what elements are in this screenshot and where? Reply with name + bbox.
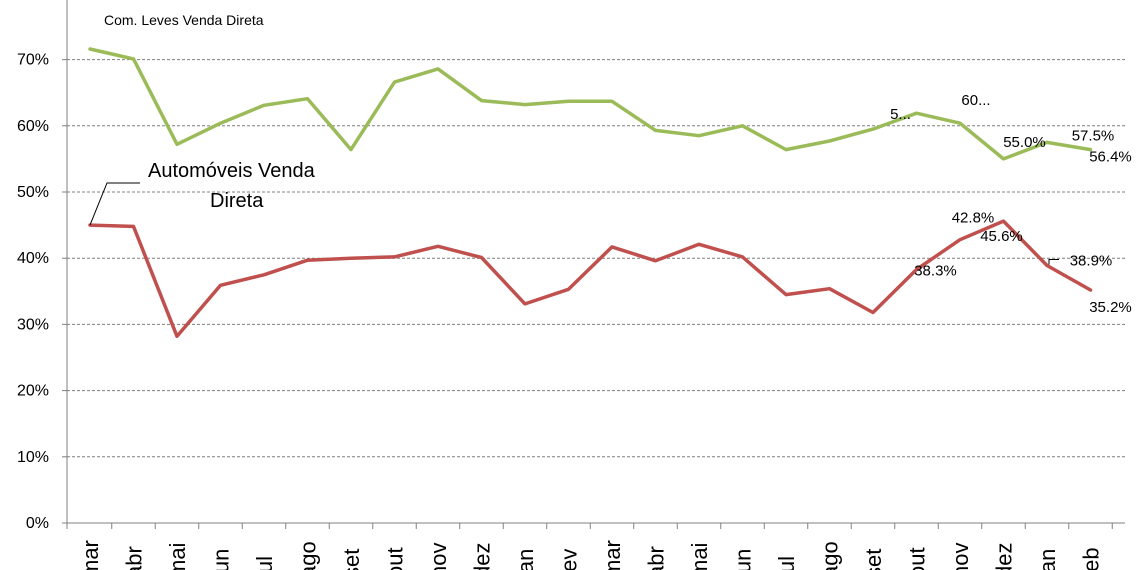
y-tick-label: 50% [17,184,49,201]
data-label: 55.0% [1003,134,1046,151]
data-label: 38.9% [1070,252,1113,269]
y-tick-label: 30% [17,316,49,333]
series-label-com-leves: Com. Leves Venda Direta [104,12,264,28]
x-tick-label: out [905,547,930,570]
series-line-1 [88,219,1093,339]
x-tick-label: jun [731,549,756,570]
x-tick-label: set [861,549,886,570]
x-tick-label: mai [165,543,190,570]
x-tick-label: mar [78,540,103,570]
x-tick-label: abr [122,546,147,570]
x-tick-label: nov [948,543,973,570]
x-tick-label: mar [600,540,625,570]
series-line-0 [88,47,1093,161]
data-label: 38.3% [914,262,957,279]
data-label: 35.2% [1089,299,1132,316]
series-label-leader [89,182,140,226]
x-tick-label: out [383,547,408,570]
x-tick-label: ago [296,541,321,570]
data-label: 42.8% [952,210,995,227]
data-label: 57.5% [1072,127,1115,144]
x-tick-label: jun [209,549,234,570]
x-tick-label: jul [774,556,799,570]
x-tick-label: set [339,549,364,570]
x-tick-label: ago [818,541,843,570]
data-label-leader [1048,258,1059,265]
series-label-automoveis-line1: Automóveis Venda [148,160,316,182]
y-tick-label: 60% [17,118,49,135]
x-tick-label: fev [557,549,582,570]
y-tick-label: 70% [17,52,49,69]
x-tick-label: abr [644,546,669,570]
y-tick-label: 0% [26,515,49,532]
x-tick-label: dez [992,543,1017,570]
data-label: 60... [961,92,990,109]
x-tick-label: jan [513,549,538,570]
data-label: 56.4% [1089,149,1132,166]
y-tick-label: 20% [17,383,49,400]
x-tick-label: feb [1079,547,1104,570]
y-tick-label: 40% [17,250,49,267]
x-tick-label: jan [1035,549,1060,570]
data-label: 5... [890,106,911,123]
y-tick-label: 10% [17,449,49,466]
x-tick-label: nov [426,543,451,570]
x-tick-label: jul [252,556,277,570]
x-tick-label: mai [687,543,712,570]
data-label: 45.6% [980,228,1023,245]
x-tick-label: dez [470,543,495,570]
series-label-automoveis-line2: Direta [210,190,264,212]
